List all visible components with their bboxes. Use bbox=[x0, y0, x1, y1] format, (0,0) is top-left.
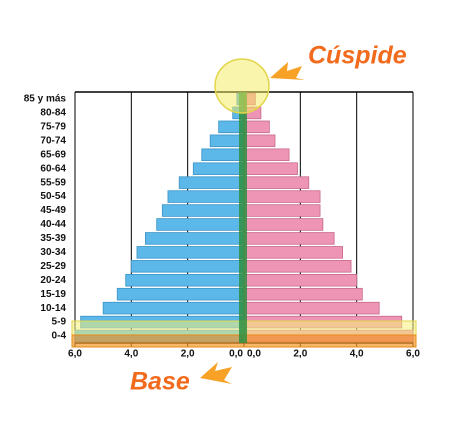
y-tick-label: 35-39 bbox=[40, 233, 66, 244]
x-tick-label: 6,0 bbox=[406, 349, 420, 360]
bar bbox=[161, 204, 245, 217]
bar bbox=[102, 301, 245, 315]
y-tick-label: 15-19 bbox=[40, 289, 66, 300]
y-tick-label: 60-64 bbox=[40, 163, 66, 174]
x-tick-label: 4,0 bbox=[350, 349, 364, 360]
bar bbox=[243, 232, 335, 245]
bar bbox=[167, 190, 245, 203]
x-tick-label: 0,0 bbox=[229, 349, 243, 360]
bar bbox=[130, 260, 245, 273]
bar bbox=[243, 190, 321, 203]
bar bbox=[243, 273, 358, 287]
x-tick-label: 0,0 bbox=[247, 349, 261, 360]
bar bbox=[125, 273, 245, 287]
bar bbox=[243, 246, 343, 259]
bar bbox=[243, 162, 298, 175]
x-tick-label: 2,0 bbox=[293, 349, 307, 360]
annotation: Base bbox=[130, 368, 190, 396]
y-tick-label: 75-79 bbox=[40, 122, 66, 133]
bar bbox=[243, 176, 310, 189]
y-tick-label: 85 y más bbox=[24, 94, 67, 105]
bar bbox=[145, 232, 245, 245]
x-tick-label: 2,0 bbox=[181, 349, 195, 360]
y-tick-label: 50-54 bbox=[40, 191, 66, 202]
bar bbox=[156, 218, 245, 231]
arrow bbox=[270, 62, 305, 80]
y-tick-label: 80-84 bbox=[40, 108, 66, 119]
bar bbox=[136, 246, 245, 259]
x-tick-label: 6,0 bbox=[68, 349, 82, 360]
y-tick-label: 40-44 bbox=[40, 219, 66, 230]
grid: 6,0 4,0 2,0 0,0 0,0 2,0 4,0 6,0 85 y más 80-84 75-… bbox=[24, 91, 420, 360]
y-tick-label: 55-59 bbox=[40, 177, 66, 188]
bar bbox=[243, 148, 290, 162]
y-tick-label: 45-49 bbox=[40, 205, 66, 216]
annotation: Cúspide bbox=[308, 42, 407, 70]
y-tick-label: 0-4 bbox=[52, 331, 67, 342]
bar bbox=[243, 260, 352, 273]
bar bbox=[243, 134, 276, 148]
y-tick-label: 30-34 bbox=[40, 247, 66, 258]
y-tick-label: 5-9 bbox=[52, 317, 67, 328]
y-tick-label: 20-24 bbox=[40, 275, 66, 286]
center-bar bbox=[239, 92, 247, 343]
bar bbox=[201, 148, 245, 162]
bar bbox=[209, 134, 245, 148]
bar bbox=[243, 218, 324, 231]
x-tick-label: 4,0 bbox=[124, 349, 138, 360]
bar bbox=[178, 176, 245, 189]
arrow bbox=[200, 362, 232, 384]
y-tick-label: 70-74 bbox=[40, 135, 66, 146]
bar bbox=[243, 204, 321, 217]
bar bbox=[243, 120, 270, 134]
bar bbox=[243, 301, 380, 315]
bar bbox=[192, 162, 245, 175]
bar bbox=[116, 287, 245, 301]
y-tick-label: 65-69 bbox=[40, 149, 66, 160]
y-tick-label: 25-29 bbox=[40, 261, 66, 272]
y-tick-label: 10-14 bbox=[40, 303, 66, 314]
cusp-highlight bbox=[214, 58, 270, 114]
bar bbox=[243, 287, 363, 301]
